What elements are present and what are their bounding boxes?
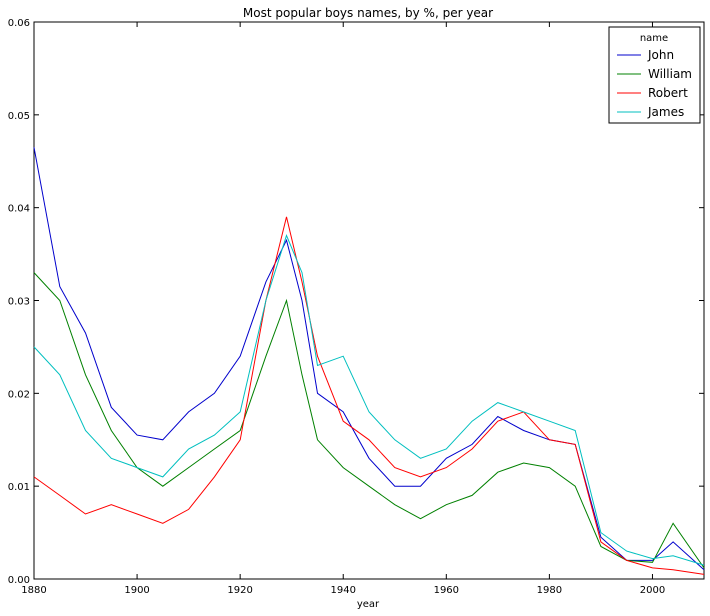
series-line-robert [33, 216, 705, 575]
legend-items: John William Robert James [617, 48, 692, 119]
legend-label-william: William [648, 67, 692, 81]
x-axis: 1880 1900 1920 1940 1960 1980 2000 [21, 22, 665, 596]
x-tick-label: 1880 [21, 585, 46, 596]
y-tick-label: 0.04 [8, 204, 30, 215]
y-tick-label: 0.03 [8, 297, 30, 308]
x-tick-label: 1920 [227, 585, 252, 596]
y-tick-label: 0.01 [8, 482, 30, 493]
series-line-william [33, 272, 705, 569]
legend-box [608, 26, 701, 124]
plot-frame [33, 21, 705, 580]
x-axis-label: year [357, 599, 380, 610]
x-tick-label: 1960 [434, 585, 459, 596]
y-tick-label: 0.06 [8, 18, 30, 29]
legend-label-robert: Robert [648, 86, 688, 100]
y-tick-label: 0.02 [8, 389, 30, 400]
y-axis: 0.00 0.01 0.02 0.03 0.04 0.05 0.06 [8, 18, 704, 586]
x-tick-label: 1980 [537, 585, 562, 596]
x-tick-label: 2000 [640, 585, 665, 596]
series-line-john [33, 147, 705, 571]
legend-label-james: James [647, 105, 684, 119]
y-tick-label: 0.05 [8, 111, 30, 122]
legend-title: name [640, 33, 668, 44]
y-tick-label: 0.00 [8, 575, 30, 586]
legend: name John William Robert James [608, 26, 701, 124]
chart-title: Most popular boys names, by %, per year [243, 6, 493, 20]
x-tick-label: 1900 [124, 585, 149, 596]
series-line-james [33, 234, 705, 566]
x-tick-label: 1940 [331, 585, 356, 596]
legend-label-john: John [647, 48, 674, 62]
plot-area [33, 21, 705, 580]
